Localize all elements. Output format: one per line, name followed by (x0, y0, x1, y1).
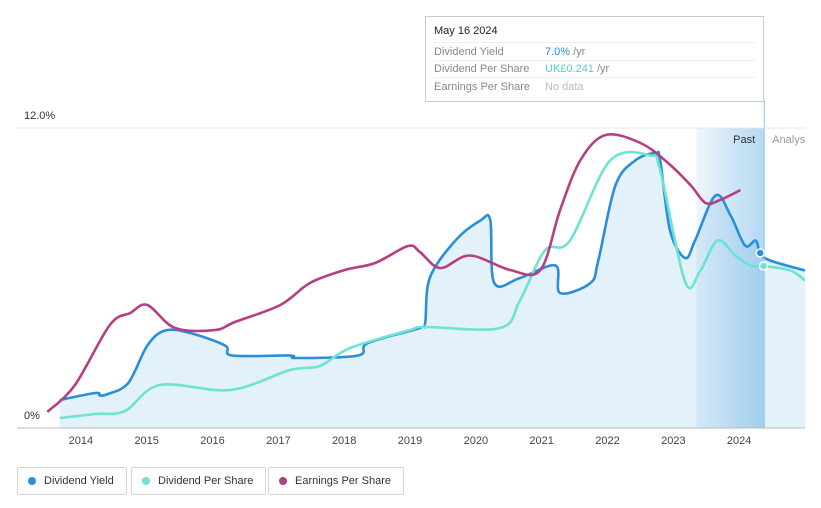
tooltip-value: 7.0% (545, 45, 571, 58)
series-line (59, 150, 805, 420)
tooltip-row: Dividend Yield 7.0%/yr (434, 42, 755, 60)
y-tick-label: 12.0% (24, 110, 55, 122)
tooltip: May 16 2024 Dividend Yield 7.0%/yr Dividen… (425, 16, 764, 102)
x-tick-label: 2021 (529, 435, 553, 447)
legend-swatch (142, 477, 150, 485)
x-tick-label: 2024 (727, 435, 751, 447)
tooltip-row: Dividend Per Share UK£0.241/yr (434, 59, 755, 78)
tooltip-label: Dividend Yield (434, 45, 504, 58)
tooltip-label: Dividend Per Share (434, 63, 530, 75)
tooltip-date: May 16 2024 (434, 25, 498, 37)
x-tick-label: 2023 (661, 435, 685, 447)
tooltip-row: Earnings Per Share No data (434, 77, 755, 95)
legend-item[interactable]: Earnings Per Share (268, 467, 404, 495)
x-tick-label: 2016 (200, 435, 224, 447)
legend-swatch (279, 477, 287, 485)
tooltip-value: UK£0.241 (545, 63, 594, 75)
legend-label: Dividend Per Share (158, 475, 254, 487)
tooltip-label: Earnings Per Share (434, 80, 530, 93)
x-tick-label: 2017 (266, 435, 290, 447)
x-tick-label: 2015 (134, 435, 158, 447)
forecast-label: Analys (772, 134, 806, 146)
current-point (758, 261, 769, 271)
legend-item[interactable]: Dividend Per Share (131, 467, 267, 495)
x-tick-label: 2019 (398, 435, 422, 447)
x-tick-label: 2018 (332, 435, 356, 447)
current-point (755, 248, 765, 258)
legend-item[interactable]: Dividend Yield (17, 467, 127, 495)
tooltip-value: No data (545, 80, 584, 93)
tooltip-unit: /yr (596, 63, 610, 75)
past-region (696, 128, 765, 428)
area (59, 151, 805, 428)
legend-label: Earnings Per Share (295, 475, 391, 487)
legend-label: Dividend Yield (44, 475, 114, 487)
x-tick-label: 2020 (464, 435, 488, 447)
x-tick-label: 2014 (69, 435, 93, 447)
series-line (46, 133, 742, 413)
past-label: Past (733, 134, 755, 146)
x-tick-label: 2022 (595, 435, 619, 447)
chart: Past Analys 0% 12.0% 2014 2015 2016 2017 2018 201… (17, 100, 806, 447)
y-tick-label: 0% (24, 410, 40, 422)
tooltip-unit: /yr (573, 45, 586, 58)
legend-swatch (28, 477, 36, 485)
